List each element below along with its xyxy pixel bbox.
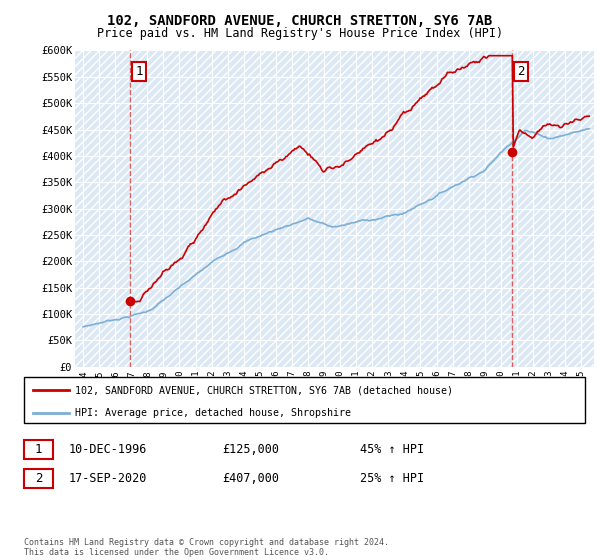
Text: 45% ↑ HPI: 45% ↑ HPI <box>360 443 424 456</box>
Text: Contains HM Land Registry data © Crown copyright and database right 2024.
This d: Contains HM Land Registry data © Crown c… <box>24 538 389 557</box>
Text: 1: 1 <box>135 65 143 78</box>
Text: £407,000: £407,000 <box>222 472 279 486</box>
Text: £125,000: £125,000 <box>222 443 279 456</box>
Text: 2: 2 <box>517 65 524 78</box>
Text: 25% ↑ HPI: 25% ↑ HPI <box>360 472 424 486</box>
Text: 102, SANDFORD AVENUE, CHURCH STRETTON, SY6 7AB: 102, SANDFORD AVENUE, CHURCH STRETTON, S… <box>107 14 493 28</box>
Text: 102, SANDFORD AVENUE, CHURCH STRETTON, SY6 7AB (detached house): 102, SANDFORD AVENUE, CHURCH STRETTON, S… <box>75 385 453 395</box>
Text: HPI: Average price, detached house, Shropshire: HPI: Average price, detached house, Shro… <box>75 408 351 418</box>
Text: 2: 2 <box>35 472 42 486</box>
Text: 17-SEP-2020: 17-SEP-2020 <box>69 472 148 486</box>
Text: Price paid vs. HM Land Registry's House Price Index (HPI): Price paid vs. HM Land Registry's House … <box>97 27 503 40</box>
Text: 10-DEC-1996: 10-DEC-1996 <box>69 443 148 456</box>
Text: 1: 1 <box>35 443 42 456</box>
